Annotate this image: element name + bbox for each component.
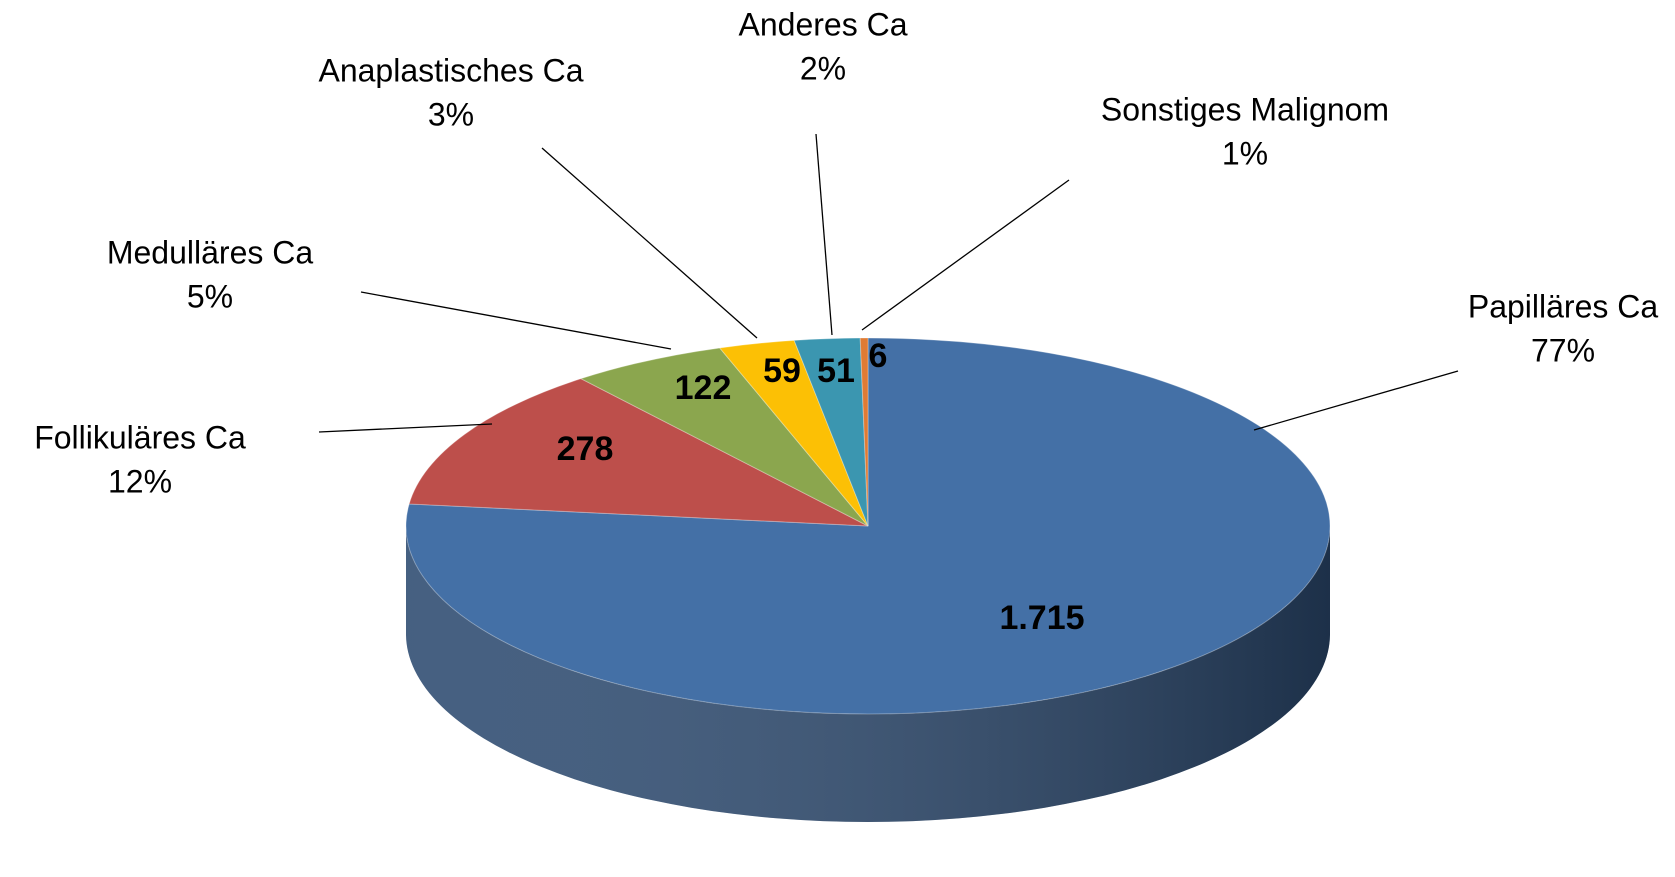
leader-line — [360, 291, 672, 350]
percent-label: 5% — [187, 278, 233, 314]
category-label: Medulläres Ca — [107, 234, 314, 270]
pie-slice — [579, 347, 869, 527]
pie-slice — [859, 337, 869, 527]
category-label: Anderes Ca — [739, 6, 908, 42]
leader-line — [1253, 370, 1459, 431]
leader-line — [861, 179, 1070, 331]
pie-top — [405, 337, 1331, 715]
percent-label: 2% — [800, 50, 846, 86]
category-label: Anaplastisches Ca — [318, 52, 583, 88]
value-label: 51 — [817, 352, 855, 390]
pie-sides — [406, 526, 1330, 822]
category-label: Sonstiges Malignom — [1101, 91, 1389, 127]
category-label: Follikuläres Ca — [34, 419, 246, 455]
pie-slice — [718, 339, 869, 527]
percent-label: 3% — [428, 96, 474, 132]
value-label: 59 — [763, 352, 801, 390]
value-label: 122 — [675, 369, 732, 407]
category-label: Papilläres Ca — [1468, 288, 1659, 324]
labels: Papilläres Ca 77% 1.715 Follikuläres Ca 12% 2… — [34, 6, 1658, 637]
value-label: 1.715 — [999, 599, 1084, 637]
percent-label: 1% — [1222, 135, 1268, 171]
pie-slice — [408, 378, 869, 527]
percent-label: 12% — [108, 463, 172, 499]
pie-slice — [405, 337, 1331, 715]
leader-line — [318, 423, 493, 433]
pie-side-shade — [406, 526, 1330, 822]
pie-slice — [793, 337, 869, 527]
leader-line — [815, 133, 833, 336]
percent-label: 77% — [1531, 332, 1595, 368]
leader-line — [541, 147, 758, 339]
value-label: 6 — [869, 337, 888, 375]
value-label: 278 — [557, 430, 614, 468]
